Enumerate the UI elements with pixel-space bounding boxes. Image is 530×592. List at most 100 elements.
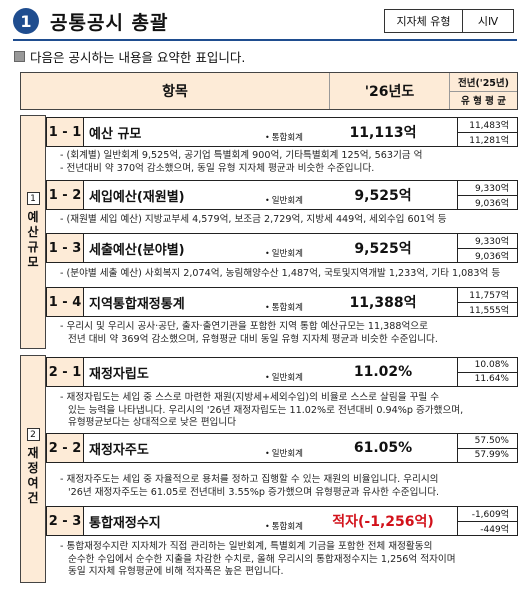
description-block: - (분야별 세출 예산) 사회복지 2,074억, 농림해양수산 1,487억… <box>60 268 516 281</box>
account-note: • 일반회계 <box>265 373 303 383</box>
account-note-text: 통합회계 <box>271 522 303 532</box>
page-title: 공통공시 총괄 <box>50 12 169 34</box>
table-row: 2 - 2 재정자주도 • 일반회계 61.05% 57.50% 57.99% <box>46 433 518 463</box>
row-comparison: 9,330억 9,036억 <box>457 181 517 209</box>
row-code: 2 - 2 <box>47 434 84 462</box>
account-note-text: 통합회계 <box>271 133 303 143</box>
intro-line: 다음은 공시하는 내용을 요약한 표입니다. <box>14 47 245 66</box>
description-line: 순수한 수입에서 순수한 지출을 차감한 수치로, 올해 우리시의 통합재정수지… <box>68 553 456 565</box>
intro-text: 다음은 공시하는 내용을 요약한 표입니다. <box>30 50 246 65</box>
row-name: 재정자립도 • 일반회계 <box>84 358 309 386</box>
description-block: - (재원별 세입 예산) 지방교부세 4,579억, 보조금 2,729억, … <box>60 214 516 227</box>
row-value: 9,525억 <box>354 188 412 204</box>
description-line: - (회계별) 일반회계 9,525억, 공기업 특별회계 900억, 기타특별… <box>60 150 423 161</box>
row-code: 2 - 1 <box>47 358 84 386</box>
section-number-box: 1 <box>26 192 40 205</box>
section-char: 예 <box>27 210 39 224</box>
section-char: 규 <box>27 240 39 254</box>
row-name-text: 세입예산(재원별) <box>89 189 185 205</box>
table-row: 2 - 3 통합재정수지 • 통합회계 적자(-1,256억) -1,609억 -… <box>46 506 518 536</box>
account-note: • 통합회계 <box>265 303 303 313</box>
table-row: 1 - 2 세입예산(재원별) • 일반회계 9,525억 9,330억 9,03… <box>46 180 518 210</box>
row-name-text: 재정자주도 <box>89 442 149 458</box>
prev-year-value: 57.50% <box>458 434 517 449</box>
description-line: 있는 능력을 나타냅니다. 우리시의 '26년 재정자립도는 11.02%로 전… <box>68 404 464 416</box>
row-value: 11,113억 <box>349 125 417 141</box>
account-note-text: 일반회계 <box>271 249 303 259</box>
description-line: 유형평균보다는 상대적으로 낮은 편입니다 <box>68 417 237 428</box>
description-line: - 통합재정수지란 지자체가 직접 관리하는 일반회계, 특별회계 기금을 포함… <box>60 541 433 552</box>
description-line: '26년 재정자주도는 61.05로 전년대비 3.55%p 증가했으며 유형평… <box>68 486 440 498</box>
description-line: - (분야별 세출 예산) 사회복지 2,074억, 농림해양수산 1,487억… <box>60 268 501 279</box>
section-char: 여 <box>27 476 39 490</box>
row-name-text: 세출예산(분야별) <box>89 242 185 258</box>
description-line: 전년 대비 약 369억 감소했으며, 유형평균 대비 동일 유형 지자체 평균… <box>68 333 438 345</box>
row-comparison: 57.50% 57.99% <box>457 434 517 462</box>
description-line: - 재정자립도는 세입 중 스스로 마련한 재원(지방세+세외수입)의 비율로 … <box>60 392 440 403</box>
description-block: - 재정자립도는 세입 중 스스로 마련한 재원(지방세+세외수입)의 비율로 … <box>60 392 516 430</box>
row-value: 11.02% <box>353 364 413 380</box>
type-value: 시Ⅳ <box>477 15 499 28</box>
prev-year-value: 10.08% <box>458 358 517 373</box>
description-block: - 통합재정수지란 지자체가 직접 관리하는 일반회계, 특별회계 기금을 포함… <box>60 541 516 579</box>
row-name-text: 재정자립도 <box>89 366 149 382</box>
type-avg-value: 9,036억 <box>458 195 517 209</box>
type-avg-value: 11.64% <box>458 372 517 386</box>
table-header: 항목 '26년도 전년('25년) 유 형 평 균 <box>20 72 518 110</box>
type-avg-value: 9,036억 <box>458 248 517 262</box>
section-char: 정 <box>27 461 39 475</box>
header-prev-year: 전년('25년) <box>450 73 517 92</box>
row-name-text: 지역통합재정통계 <box>89 296 185 312</box>
description-block: - (회계별) 일반회계 9,525억, 공기업 특별회계 900억, 기타특별… <box>60 150 516 175</box>
description-line: - (재원별 세입 예산) 지방교부세 4,579억, 보조금 2,729억, … <box>60 214 447 225</box>
municipality-type-box: 지자체 유형 시Ⅳ <box>384 9 514 33</box>
row-comparison: 9,330억 9,036억 <box>457 234 517 262</box>
row-name: 세입예산(재원별) • 일반회계 <box>84 181 309 209</box>
account-note: • 일반회계 <box>265 196 303 206</box>
table-row: 1 - 3 세출예산(분야별) • 일반회계 9,525억 9,330억 9,03… <box>46 233 518 263</box>
row-name: 통합재정수지 • 통합회계 <box>84 507 309 535</box>
row-code: 1 - 2 <box>47 181 84 209</box>
account-note: • 일반회계 <box>265 249 303 259</box>
type-avg-value: 57.99% <box>458 448 517 462</box>
header-type-avg: 유 형 평 균 <box>461 96 506 108</box>
row-value: 적자(-1,256억) <box>332 514 434 530</box>
section-number-badge: 1 <box>13 8 39 34</box>
account-note: • 통합회계 <box>265 133 303 143</box>
square-bullet-icon <box>14 51 25 62</box>
row-name: 세출예산(분야별) • 일반회계 <box>84 234 309 262</box>
row-comparison: 11,757억 11,555억 <box>457 288 517 316</box>
header-comparison: 전년('25년) 유 형 평 균 <box>449 73 517 109</box>
header-item: 항목 <box>162 84 188 100</box>
row-value: 61.05% <box>353 440 413 456</box>
row-code: 1 - 3 <box>47 234 84 262</box>
row-code: 1 - 4 <box>47 288 84 316</box>
table-row: 1 - 1 예산 규모 • 통합회계 11,113억 11,483억 11,281… <box>46 117 518 147</box>
description-line: - 우리시 및 우리시 공사·공단, 출자·출연기관을 포함한 지역 통합 예산… <box>60 321 428 332</box>
type-label: 지자체 유형 <box>385 10 463 32</box>
account-note-text: 일반회계 <box>271 449 303 459</box>
section-number-box: 2 <box>26 428 40 441</box>
row-name-text: 통합재정수지 <box>89 515 161 531</box>
section-char: 재 <box>27 446 39 460</box>
section-fiscal-condition-label: 2 재 정 여 건 <box>20 355 46 583</box>
header-year: '26년도 <box>329 73 449 109</box>
row-name-text: 예산 규모 <box>89 126 142 142</box>
row-name: 재정자주도 • 일반회계 <box>84 434 309 462</box>
title-divider <box>13 39 517 41</box>
row-name: 예산 규모 • 통합회계 <box>84 118 309 146</box>
account-note-text: 일반회계 <box>271 196 303 206</box>
type-avg-value: 11,281억 <box>458 132 517 146</box>
row-name: 지역통합재정통계 • 통합회계 <box>84 288 309 316</box>
prev-year-value: -1,609억 <box>458 507 517 522</box>
row-value: 11,388억 <box>349 295 417 311</box>
prev-year-value: 9,330억 <box>458 234 517 249</box>
row-code: 1 - 1 <box>47 118 84 146</box>
description-block: - 재정자주도는 세입 중 자율적으로 용처를 정하고 집행할 수 있는 재원의… <box>60 474 516 499</box>
section-char: 모 <box>27 255 39 269</box>
type-avg-value: 11,555억 <box>458 302 517 316</box>
description-line: - 전년대비 약 370억 감소했으며, 동일 유형 지자체 평균과 비슷한 수… <box>60 162 375 174</box>
account-note: • 통합회계 <box>265 522 303 532</box>
description-line: - 재정자주도는 세입 중 자율적으로 용처를 정하고 집행할 수 있는 재원의… <box>60 474 439 485</box>
section-char: 산 <box>27 225 39 239</box>
